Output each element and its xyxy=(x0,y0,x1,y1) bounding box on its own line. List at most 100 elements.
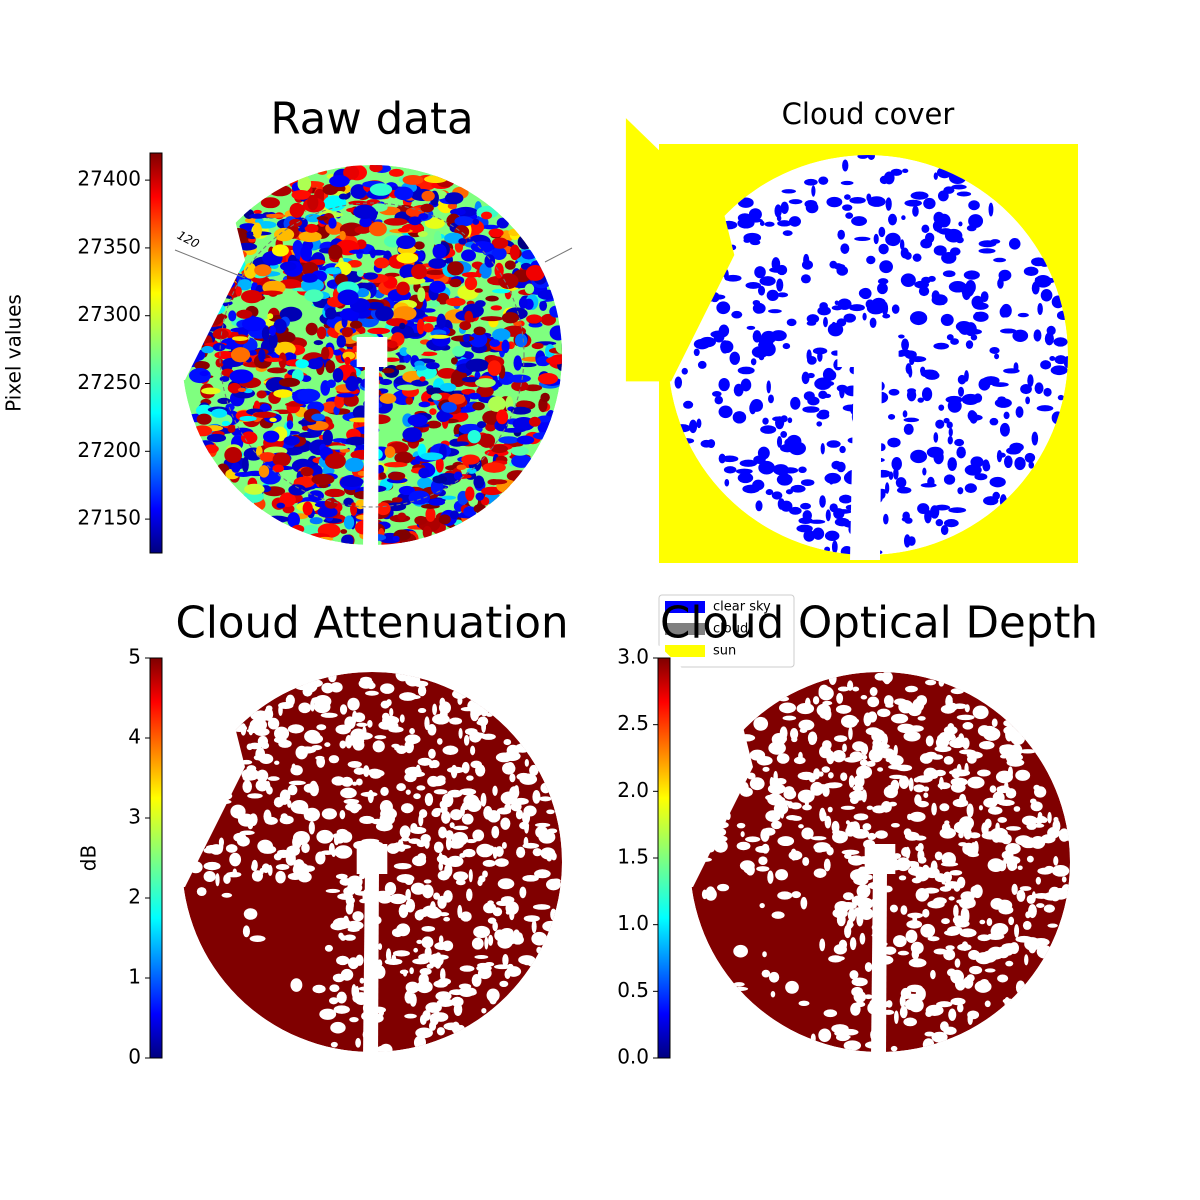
image-blob xyxy=(1050,893,1060,902)
image-blob xyxy=(252,411,277,418)
image-blob xyxy=(798,751,803,761)
image-blob xyxy=(908,866,926,876)
image-blob xyxy=(834,300,839,306)
image-blob xyxy=(405,898,416,913)
image-blob xyxy=(931,1031,948,1043)
image-blob xyxy=(851,216,868,226)
image-blob xyxy=(523,915,540,922)
image-blob xyxy=(546,878,561,891)
image-blob xyxy=(246,728,265,734)
image-blob xyxy=(247,793,263,799)
image-blob xyxy=(887,414,896,420)
colorbar-tick-label: 4 xyxy=(128,725,141,749)
image-blob xyxy=(839,901,857,910)
image-blob xyxy=(852,686,860,692)
image-blob xyxy=(532,937,551,944)
image-blob xyxy=(946,421,953,429)
image-blob xyxy=(930,969,936,980)
image-blob xyxy=(359,872,366,880)
image-blob xyxy=(511,380,529,392)
image-blob xyxy=(749,777,765,791)
image-blob xyxy=(300,245,313,261)
image-blob xyxy=(867,196,886,207)
image-blob xyxy=(950,688,965,695)
image-blob xyxy=(1036,815,1047,823)
image-blob xyxy=(341,327,353,338)
image-blob xyxy=(470,241,495,253)
image-blob xyxy=(389,721,399,732)
image-blob xyxy=(940,704,956,714)
image-blob xyxy=(924,1031,935,1037)
image-blob xyxy=(859,932,866,945)
image-blob xyxy=(941,918,950,925)
image-blob xyxy=(874,672,886,681)
image-blob xyxy=(490,305,503,311)
image-blob xyxy=(451,369,468,386)
image-blob xyxy=(372,740,385,753)
image-blob xyxy=(762,951,767,958)
image-blob xyxy=(991,923,1009,936)
image-blob xyxy=(385,502,407,512)
image-blob xyxy=(1015,769,1031,781)
image-blob xyxy=(456,464,467,470)
image-blob xyxy=(826,196,843,208)
image-blob xyxy=(462,334,470,343)
image-blob xyxy=(239,830,255,836)
image-blob xyxy=(534,822,551,828)
image-blob xyxy=(487,917,497,924)
image-blob xyxy=(729,351,740,365)
image-blob xyxy=(840,243,850,254)
image-blob xyxy=(451,357,458,365)
image-blob xyxy=(399,322,406,330)
image-blob xyxy=(935,419,945,429)
image-blob xyxy=(803,529,815,542)
image-blob xyxy=(972,705,989,720)
image-blob xyxy=(416,318,425,335)
image-blob xyxy=(1037,303,1043,315)
image-blob xyxy=(949,232,962,240)
image-blob xyxy=(890,168,903,176)
image-blob xyxy=(1005,842,1021,855)
image-blob xyxy=(866,805,874,810)
image-blob xyxy=(484,254,496,268)
image-blob xyxy=(413,793,421,800)
image-blob xyxy=(954,438,965,447)
image-blob xyxy=(1015,980,1026,995)
image-blob xyxy=(1034,786,1047,798)
image-blob xyxy=(339,230,346,241)
image-blob xyxy=(826,750,835,765)
image-blob xyxy=(867,696,880,708)
image-blob xyxy=(236,836,250,847)
image-blob xyxy=(811,185,816,197)
image-blob xyxy=(408,838,421,845)
colorbar-tick-label: 27200 xyxy=(77,438,141,462)
image-blob xyxy=(267,776,280,781)
image-blob xyxy=(353,712,366,723)
image-blob xyxy=(489,339,501,347)
image-blob xyxy=(1003,855,1021,865)
image-blob xyxy=(394,186,414,201)
image-blob xyxy=(555,340,562,354)
image-blob xyxy=(781,189,797,194)
image-blob xyxy=(396,252,419,264)
image-blob xyxy=(844,924,852,939)
image-blob xyxy=(368,768,382,776)
image-blob xyxy=(820,442,825,455)
image-blob xyxy=(893,744,898,757)
image-blob xyxy=(993,257,1007,263)
image-blob xyxy=(243,262,257,279)
image-blob xyxy=(439,968,446,982)
image-blob xyxy=(381,367,395,374)
image-blob xyxy=(922,908,930,918)
image-blob xyxy=(940,313,954,327)
image-blob xyxy=(340,787,357,799)
image-blob xyxy=(1044,332,1054,346)
image-blob xyxy=(439,697,446,707)
image-blob xyxy=(494,858,509,867)
image-blob xyxy=(275,870,286,884)
image-blob xyxy=(411,264,428,280)
image-blob xyxy=(823,1009,838,1018)
image-blob xyxy=(437,978,452,985)
image-blob xyxy=(288,780,306,786)
image-blob xyxy=(894,1010,899,1024)
